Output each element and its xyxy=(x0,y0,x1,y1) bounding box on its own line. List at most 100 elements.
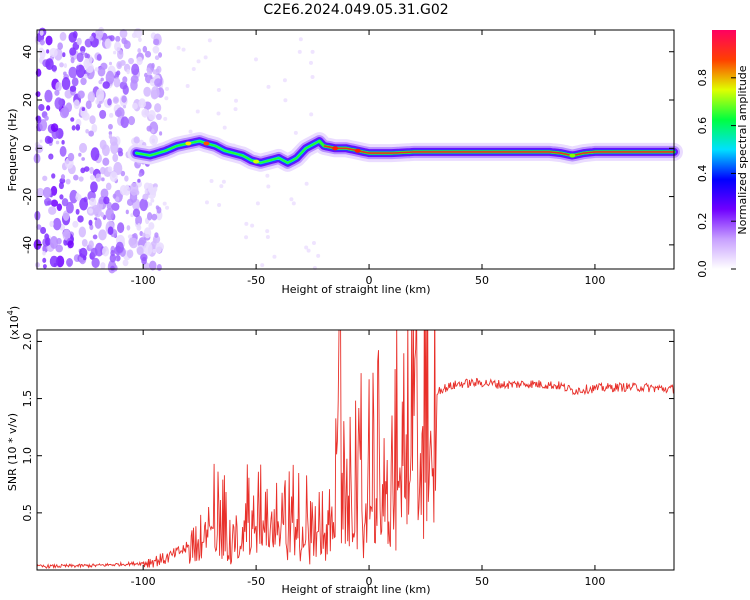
colorbar-tick-label: 0.2 xyxy=(696,212,709,230)
spectrogram-ytick-label: -20 xyxy=(21,188,34,206)
heatmap-cell xyxy=(75,208,80,215)
heatmap-cell xyxy=(207,38,212,43)
heatmap-cell xyxy=(150,86,160,99)
heatmap-cell xyxy=(104,38,112,49)
heatmap-cell xyxy=(154,232,159,238)
heatmap-cell xyxy=(81,157,85,161)
heatmap-cell xyxy=(109,171,118,183)
snr-yscale: (x104) xyxy=(6,306,21,340)
heatmap-cell xyxy=(49,155,53,160)
heatmap-cell xyxy=(148,222,155,230)
heatmap-cell xyxy=(119,81,128,90)
heatmap-cell xyxy=(94,29,104,40)
heatmap-cell xyxy=(55,140,60,145)
heatmap-hotspot xyxy=(569,153,576,158)
heatmap-cell xyxy=(142,256,147,261)
heatmap-cell xyxy=(152,45,160,54)
heatmap-cell xyxy=(48,206,57,215)
heatmap-cell xyxy=(130,213,134,218)
heatmap-hotspot xyxy=(332,146,339,151)
heatmap-cell xyxy=(76,52,84,63)
heatmap-cell xyxy=(102,81,110,89)
snr-xlabel: Height of straight line (km) xyxy=(281,583,430,596)
snr-xtick-label: 100 xyxy=(584,575,605,588)
heatmap-cell xyxy=(70,117,75,122)
heatmap-cell xyxy=(152,238,157,244)
heatmap-cell xyxy=(297,49,302,54)
heatmap-cell xyxy=(105,207,114,221)
heatmap-cell xyxy=(35,91,41,97)
heatmap-cell xyxy=(79,197,89,211)
heatmap-cell xyxy=(49,47,58,58)
heatmap-cell xyxy=(107,226,114,235)
heatmap-cell xyxy=(114,109,122,118)
heatmap-cell xyxy=(112,96,120,104)
heatmap-cell xyxy=(116,61,123,70)
snr-ytick-label: 0.5 xyxy=(21,504,34,522)
heatmap-cell xyxy=(217,203,222,208)
heatmap-cell xyxy=(68,66,78,79)
heatmap-cell xyxy=(95,88,105,102)
heatmap-cell xyxy=(42,175,48,182)
heatmap-cell xyxy=(72,220,79,228)
colorbar-label: Normalized spectral amplitude xyxy=(736,65,749,234)
heatmap-cell xyxy=(117,222,125,234)
heatmap-cell xyxy=(83,59,90,69)
heatmap-cell xyxy=(57,42,63,50)
heatmap-cell xyxy=(156,263,162,272)
heatmap-cell xyxy=(137,178,141,183)
heatmap-cell xyxy=(165,205,170,210)
heatmap-cell xyxy=(44,89,53,103)
heatmap-cell xyxy=(108,61,113,66)
snr-ytick-label: 1.5 xyxy=(21,390,34,408)
heatmap-cell xyxy=(115,196,120,202)
heatmap-cell xyxy=(143,227,152,239)
snr-xtick-label: 50 xyxy=(475,575,489,588)
snr-ticks: -100 -50 0 50 100 0.5 1.0 1.5 2.0 xyxy=(21,330,674,588)
heatmap-cell xyxy=(153,38,160,46)
snr-yscale-close: ) xyxy=(8,306,21,310)
heatmap-cell xyxy=(123,105,127,109)
heatmap-cell xyxy=(159,131,163,136)
heatmap-cell xyxy=(105,70,115,85)
heatmap-cell xyxy=(216,87,221,92)
heatmap-cell xyxy=(39,39,45,46)
heatmap-cell xyxy=(92,234,98,240)
heatmap-hotspot xyxy=(253,159,260,164)
heatmap-cell xyxy=(151,62,155,69)
heatmap-cell xyxy=(44,115,49,121)
snr-frame xyxy=(36,329,675,571)
heatmap-cell xyxy=(39,139,43,143)
heatmap-cell xyxy=(62,52,66,58)
heatmap-cell xyxy=(153,186,158,192)
heatmap-cell xyxy=(59,194,64,200)
spectrogram-xtick-label: -50 xyxy=(247,274,265,287)
heatmap-cell xyxy=(54,97,63,110)
heatmap-cell xyxy=(291,201,296,206)
heatmap-cell xyxy=(94,217,98,221)
heatmap-cell xyxy=(128,57,134,65)
heatmap-cell xyxy=(94,218,102,229)
heatmap-cell xyxy=(101,177,105,182)
heatmap-cell xyxy=(100,77,104,82)
heatmap-cell xyxy=(81,107,86,112)
heatmap-cell xyxy=(204,200,209,205)
snr-ylabel: SNR (10 * v/v) xyxy=(6,413,19,491)
colorbar-tick-label: 0.0 xyxy=(696,260,709,278)
svg-text:(x104): (x104) xyxy=(6,306,21,340)
heatmap-cell xyxy=(129,182,139,196)
heatmap-cell xyxy=(244,221,249,226)
heatmap-cell xyxy=(78,152,82,157)
heatmap-cell xyxy=(82,255,87,261)
heatmap-cell xyxy=(51,173,56,179)
snr-yscale-exp: 4 xyxy=(6,310,15,315)
heatmap-cell xyxy=(100,188,109,199)
heatmap-cell xyxy=(309,112,314,117)
heatmap-cell xyxy=(311,241,316,246)
heatmap-cell xyxy=(107,98,112,106)
heatmap-cell xyxy=(87,91,96,103)
heatmap-ridge-core xyxy=(135,140,321,164)
heatmap-cell xyxy=(154,78,163,88)
heatmap-cell xyxy=(65,201,74,214)
